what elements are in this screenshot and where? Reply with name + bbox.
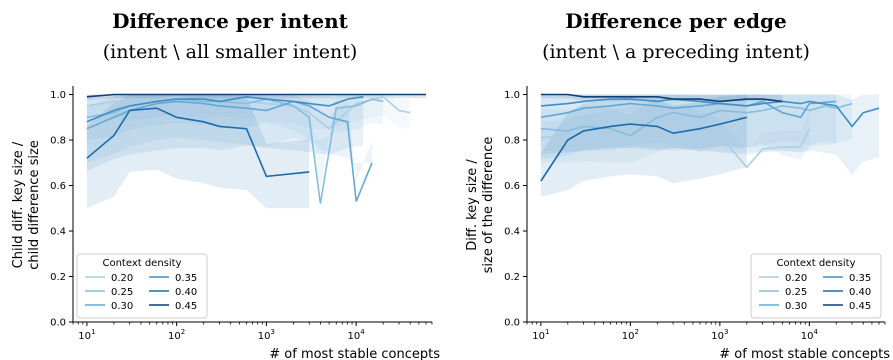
x-tick-label: 102: [168, 328, 185, 342]
legend-label-0.20: 0.20: [785, 273, 807, 284]
legend-box: [76, 253, 208, 319]
x-tick-label: 104: [801, 328, 819, 342]
legend-label-0.45: 0.45: [849, 301, 871, 312]
series-line-0.35: [86, 95, 364, 123]
legend-box: [750, 253, 882, 319]
chart-difference-per-intent: Difference per intent (intent \ all smal…: [11, 9, 440, 360]
chart-difference-per-edge: Difference per edge (intent \ a precedin…: [465, 9, 890, 360]
y-tick-label: 0.8: [504, 136, 520, 147]
series-line-0.30: [540, 100, 837, 119]
chart-title: Difference per edge: [565, 9, 786, 33]
plot-area: 0.0 0.2 0.4 0.6 0.8 1.0 101 102 103 104 Context de…: [50, 86, 433, 342]
chart-subtitle: (intent \ a preceding intent): [542, 41, 810, 63]
series-line-0.45: [86, 93, 426, 98]
y-tick-label: 0.4: [50, 227, 66, 238]
plot-area: 0.0 0.2 0.4 0.6 0.8 1.0 101 102 103 104 Context de…: [504, 86, 886, 342]
chart-title: Difference per intent: [112, 9, 349, 33]
series-line-0.45: [540, 93, 783, 103]
legend-title: Context density: [102, 258, 181, 269]
legend-label-0.35: 0.35: [849, 273, 871, 284]
confidence-band-0.35: [540, 94, 879, 176]
legend-label-0.30: 0.30: [785, 301, 807, 312]
y-tick-label: 0.2: [50, 272, 66, 283]
confidence-band-0.20: [540, 101, 810, 152]
series-line-0.40: [86, 107, 310, 178]
y-tick-label: 0.6: [504, 181, 520, 192]
y-tick-label: 0.8: [50, 136, 66, 147]
y-axis-label-line-2: size of the difference: [481, 137, 496, 274]
legend-label-0.45: 0.45: [175, 301, 197, 312]
y-tick-label: 1.0: [50, 90, 66, 101]
legend-label-0.40: 0.40: [849, 287, 871, 298]
y-axis-label-line-2: child difference size: [27, 140, 42, 270]
legend-label-0.40: 0.40: [175, 287, 197, 298]
x-tick-label: 103: [258, 328, 275, 342]
y-tick-label: 0.0: [50, 318, 66, 329]
legend-title: Context density: [776, 258, 855, 269]
chart-subtitle: (intent \ all smaller intent): [103, 41, 358, 63]
x-tick-label: 102: [622, 328, 639, 342]
y-axis-label-line-1: Child diff. key size /: [11, 141, 26, 268]
x-tick-label: 101: [78, 328, 95, 342]
y-tick-label: 1.0: [504, 90, 520, 101]
x-axis-label: # of most stable concepts: [269, 347, 440, 360]
confidence-band-0.40: [86, 94, 310, 209]
y-tick-label: 0.6: [50, 181, 66, 192]
x-axis-label: # of most stable concepts: [719, 347, 890, 360]
confidence-band-0.30: [86, 94, 373, 181]
y-tick-label: 0.0: [504, 318, 520, 329]
x-tick-label: 103: [711, 328, 728, 342]
series-line-0.35: [540, 98, 880, 128]
legend-label-0.35: 0.35: [175, 273, 197, 284]
legend-label-0.25: 0.25: [111, 287, 133, 298]
confidence-band-0.35: [86, 94, 364, 171]
confidence-band-0.40: [540, 94, 747, 197]
x-tick-label: 104: [348, 328, 366, 342]
series-line-0.40: [540, 116, 747, 182]
y-tick-label: 0.4: [504, 227, 520, 238]
series-line-0.30: [86, 100, 373, 202]
legend-label-0.20: 0.20: [111, 273, 133, 284]
y-tick-label: 0.2: [504, 272, 520, 283]
x-tick-label: 101: [532, 328, 549, 342]
legend-label-0.30: 0.30: [111, 301, 133, 312]
legend-label-0.25: 0.25: [785, 287, 807, 298]
y-axis-label-line-1: Diff. key size /: [465, 159, 480, 251]
